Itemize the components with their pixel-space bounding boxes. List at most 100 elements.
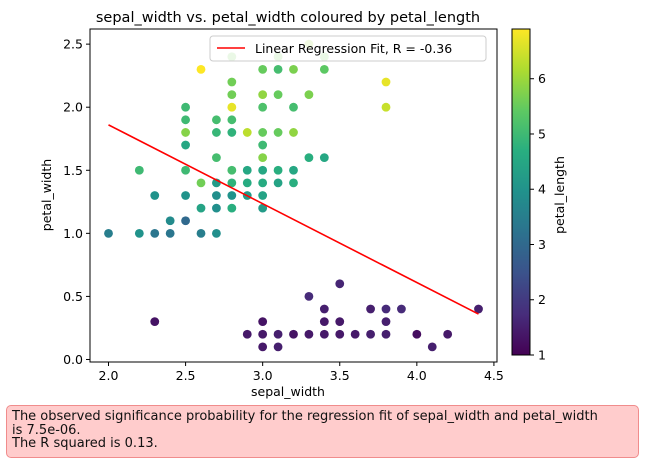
scatter-point bbox=[258, 191, 268, 200]
scatter-point bbox=[258, 178, 268, 188]
scatter-point bbox=[258, 165, 268, 175]
scatter-point bbox=[304, 90, 314, 99]
scatter-point bbox=[319, 329, 329, 339]
scatter-point bbox=[227, 77, 237, 87]
scatter-point bbox=[289, 165, 298, 175]
scatter-point bbox=[258, 140, 268, 150]
y-tick-label: 0.5 bbox=[63, 289, 83, 304]
colorbar-label: petal_length bbox=[552, 156, 567, 234]
scatter-point bbox=[289, 178, 298, 188]
scatter-point bbox=[273, 165, 283, 175]
scatter-point bbox=[381, 102, 391, 112]
note-line-1: The observed significance probability fo… bbox=[12, 409, 598, 424]
scatter-point bbox=[212, 115, 221, 125]
scatter-point bbox=[242, 178, 252, 188]
scatter-point bbox=[273, 178, 283, 188]
scatter-point bbox=[181, 140, 190, 150]
scatter-point bbox=[335, 279, 345, 289]
scatter-point bbox=[165, 228, 175, 238]
legend: Linear Regression Fit, R = -0.36 bbox=[209, 35, 487, 62]
scatter-point bbox=[289, 329, 298, 339]
scatter-point bbox=[212, 128, 221, 137]
y-axis: 0.0 0.5 1.0 1.5 2.0 2.5 bbox=[63, 37, 90, 367]
scatter-point bbox=[104, 228, 113, 238]
colorbar bbox=[511, 28, 531, 356]
scatter-point bbox=[258, 128, 268, 137]
colorbar-tick-label: 6 bbox=[538, 71, 546, 86]
scatter-point bbox=[412, 329, 422, 339]
scatter-point bbox=[258, 329, 268, 339]
scatter-point bbox=[443, 329, 453, 339]
scatter-point bbox=[227, 191, 237, 200]
chart: sepal_width vs. petal_width coloured by … bbox=[39, 10, 567, 399]
scatter-point bbox=[381, 317, 391, 327]
scatter-point bbox=[227, 128, 237, 137]
scatter-point bbox=[319, 317, 329, 327]
scatter-point bbox=[181, 165, 190, 175]
scatter-point bbox=[258, 317, 268, 327]
scatter-point bbox=[227, 165, 237, 175]
scatter-point bbox=[242, 165, 252, 175]
scatter-point bbox=[165, 216, 175, 226]
scatter-point bbox=[381, 304, 391, 314]
scatter-point bbox=[242, 128, 252, 137]
scatter-point bbox=[289, 128, 298, 137]
chart-title: sepal_width vs. petal_width coloured by … bbox=[96, 10, 480, 26]
note-line-2: is 7.5e-06. bbox=[12, 422, 81, 438]
note-line-3: The R squared is 0.13. bbox=[12, 436, 158, 451]
scatter-point bbox=[150, 228, 160, 238]
scatter-point bbox=[227, 115, 237, 125]
y-tick-label: 1.0 bbox=[63, 226, 83, 241]
scatter-point bbox=[335, 317, 345, 327]
scatter-point bbox=[134, 165, 144, 175]
colorbar-tick-label: 2 bbox=[538, 292, 546, 307]
y-tick-label: 2.0 bbox=[63, 100, 83, 115]
legend-box bbox=[209, 35, 487, 62]
scatter-point bbox=[150, 191, 160, 200]
scatter-point bbox=[273, 329, 283, 339]
x-tick-label: 4.5 bbox=[484, 368, 504, 383]
scatter-point bbox=[258, 203, 268, 213]
y-tick-label: 1.5 bbox=[63, 163, 83, 178]
scatter-point bbox=[366, 304, 375, 314]
scatter-point bbox=[227, 102, 237, 112]
scatter-point bbox=[258, 102, 268, 112]
scatter-point bbox=[212, 203, 221, 213]
x-tick-label: 3.0 bbox=[253, 368, 273, 383]
scatter-point bbox=[181, 102, 190, 112]
scatter-point bbox=[397, 304, 406, 314]
x-tick-label: 2.0 bbox=[99, 368, 119, 383]
scatter-point bbox=[258, 64, 268, 74]
colorbar-tick-label: 3 bbox=[538, 237, 546, 252]
x-tick-label: 3.5 bbox=[330, 368, 350, 383]
axes-frame bbox=[89, 28, 498, 363]
scatter-point bbox=[366, 329, 375, 339]
x-tick-label: 2.5 bbox=[176, 368, 196, 383]
scatter-point bbox=[273, 90, 283, 99]
x-axis-label: sepal_width bbox=[251, 384, 325, 399]
scatter-point bbox=[273, 64, 283, 74]
scatter-point bbox=[474, 304, 483, 314]
scatter-point bbox=[181, 128, 190, 137]
y-tick-label: 0.0 bbox=[63, 352, 83, 367]
colorbar-tick-label: 4 bbox=[538, 182, 546, 197]
scatter-point bbox=[196, 203, 206, 213]
scatter-point bbox=[134, 228, 144, 238]
scatter-point bbox=[381, 77, 391, 87]
scatter-point bbox=[273, 128, 283, 137]
colorbar-axis: 1 2 3 4 5 6 bbox=[530, 71, 546, 363]
scatter-point bbox=[304, 153, 314, 163]
scatter-point bbox=[242, 329, 252, 339]
scatter-point bbox=[273, 342, 283, 352]
x-axis: 2.0 2.5 3.0 3.5 4.0 4.5 bbox=[99, 362, 504, 383]
colorbar-tick-label: 1 bbox=[538, 348, 546, 363]
scatter-point bbox=[258, 153, 268, 163]
scatter-point bbox=[289, 102, 298, 112]
scatter-point bbox=[196, 64, 206, 74]
scatter-point bbox=[212, 228, 221, 238]
scatter-point bbox=[227, 178, 237, 188]
scatter-point bbox=[335, 329, 345, 339]
scatter-point bbox=[258, 90, 268, 99]
scatter-point bbox=[304, 329, 314, 339]
scatter-point bbox=[181, 216, 190, 226]
